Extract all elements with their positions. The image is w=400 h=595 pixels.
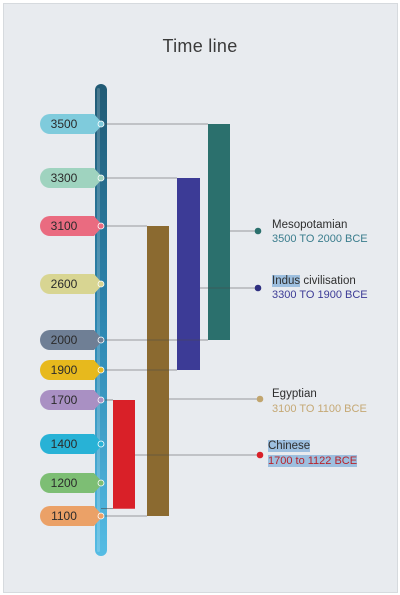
civilisation-name: Egyptian xyxy=(272,388,317,400)
year-label: 3500 xyxy=(50,117,78,131)
year-pill xyxy=(40,506,103,526)
year-pill xyxy=(40,168,103,188)
year-label: 1700 xyxy=(50,393,78,407)
label-dot xyxy=(256,451,264,459)
timeline-axis xyxy=(95,84,107,556)
axis-highlight xyxy=(97,88,100,552)
year-label: 3300 xyxy=(50,171,78,185)
page-title: Time line xyxy=(162,36,238,56)
year-pill xyxy=(40,114,103,134)
civilisation-name: Chinese xyxy=(268,440,311,452)
year-dot xyxy=(97,222,105,230)
year-pill xyxy=(40,274,103,294)
bar-indus xyxy=(177,178,200,370)
year-dot xyxy=(97,174,105,182)
year-pill xyxy=(40,216,103,236)
year-label: 1900 xyxy=(50,363,78,377)
civilisation-name: Indus civilisation xyxy=(272,275,356,287)
year-pill xyxy=(40,330,103,350)
year-dot xyxy=(97,440,105,448)
civilisation-range: 1700 to 1122 BCE xyxy=(268,455,358,467)
year-label: 1400 xyxy=(50,437,78,451)
bar-mesopotamian xyxy=(208,124,230,340)
year-dot xyxy=(97,120,105,128)
background-panel xyxy=(3,3,398,593)
civilisation-range: 3100 TO 1100 BCE xyxy=(272,403,367,415)
year-pill xyxy=(40,390,103,410)
civilisation-range: 3300 TO 1900 BCE xyxy=(272,289,368,301)
label-dot xyxy=(256,395,264,403)
civilisation-range: 3500 TO 2000 BCE xyxy=(272,233,368,245)
year-label: 2600 xyxy=(50,277,78,291)
year-dot xyxy=(97,396,105,404)
label-dot xyxy=(254,284,262,292)
year-pill xyxy=(40,360,103,380)
name-highlight: Indus xyxy=(272,275,301,287)
year-label: 2000 xyxy=(50,333,78,347)
year-dot xyxy=(97,479,105,487)
year-pill xyxy=(40,473,103,493)
year-pill xyxy=(40,434,103,454)
year-dot xyxy=(97,366,105,374)
year-label: 1100 xyxy=(51,509,77,523)
year-dot xyxy=(97,336,105,344)
bar-chinese xyxy=(113,400,135,509)
label-dot xyxy=(254,227,262,235)
year-dot xyxy=(97,512,105,520)
name-rest: civilisation xyxy=(300,275,356,287)
year-label: 3100 xyxy=(50,219,78,233)
civilisation-name: Mesopotamian xyxy=(272,219,348,231)
bar-egyptian xyxy=(147,226,169,516)
year-label: 1200 xyxy=(50,476,78,490)
year-dot xyxy=(97,280,105,288)
